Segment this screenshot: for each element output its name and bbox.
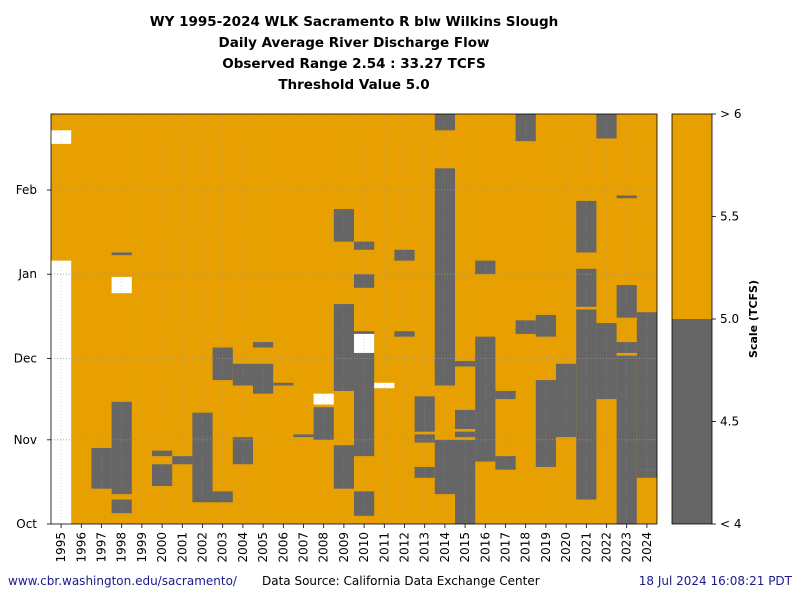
below-threshold-cell	[455, 439, 476, 524]
below-threshold-cell	[535, 314, 556, 337]
below-threshold-cell	[636, 469, 657, 478]
below-threshold-cell	[333, 304, 354, 391]
colorbar-tick-label: 5.5	[720, 210, 739, 224]
below-threshold-cell	[192, 437, 213, 503]
missing-data-cell	[51, 260, 72, 524]
below-threshold-cell	[576, 309, 597, 500]
missing-data-cell	[374, 382, 395, 389]
below-threshold-cell	[333, 445, 354, 448]
x-tick-label: 2022	[600, 532, 614, 563]
x-tick-label: 1996	[74, 532, 88, 563]
x-tick-label: 2004	[236, 532, 250, 563]
x-tick-label: 1999	[135, 532, 149, 563]
below-threshold-cell	[253, 342, 274, 348]
threshold-value: Threshold Value 5.0	[278, 77, 430, 93]
below-threshold-cell	[616, 342, 637, 353]
missing-data-cell	[354, 333, 375, 353]
x-tick-label: 2007	[297, 532, 311, 563]
chart-subtitle: Daily Average River Discharge Flow	[218, 35, 490, 51]
below-threshold-cell	[455, 409, 476, 429]
x-tick-label: 2008	[317, 532, 331, 563]
x-tick-label: 2011	[377, 532, 391, 563]
x-tick-label: 2018	[519, 532, 533, 563]
y-tick-label: Dec	[14, 351, 37, 365]
below-threshold-cell	[434, 114, 455, 131]
x-tick-label: 2012	[398, 532, 412, 563]
x-tick-label: 2017	[499, 532, 513, 563]
below-threshold-cell	[354, 241, 375, 250]
y-tick-label: Oct	[16, 517, 37, 531]
x-tick-label: 2002	[196, 532, 210, 563]
observed-range: Observed Range 2.54 : 33.27 TCFS	[222, 56, 486, 72]
below-threshold-cell	[636, 312, 657, 440]
y-tick-label: Jan	[18, 267, 38, 281]
x-tick-label: 2015	[458, 532, 472, 563]
colorbar-label: Scale (TCFS)	[747, 280, 760, 358]
below-threshold-cell	[434, 439, 455, 495]
x-tick-label: 2024	[640, 532, 654, 563]
data-source: Data Source: California Data Exchange Ce…	[262, 574, 540, 588]
x-tick-label: 2013	[418, 532, 432, 563]
below-threshold-cell	[616, 195, 637, 199]
x-tick-label: 2023	[620, 532, 634, 563]
x-tick-label: 1998	[115, 532, 129, 563]
below-threshold-cell	[515, 114, 536, 142]
below-threshold-cell	[495, 390, 516, 400]
below-threshold-cell	[616, 355, 637, 524]
below-threshold-cell	[172, 456, 193, 465]
below-threshold-cell	[152, 464, 173, 486]
x-tick-label: 2020	[559, 532, 573, 563]
x-tick-label: 2006	[276, 532, 290, 563]
below-threshold-cell	[192, 412, 213, 438]
x-tick-label: 2001	[175, 532, 189, 563]
below-threshold-cell	[556, 363, 577, 438]
missing-data-cell	[51, 130, 72, 144]
y-tick-label: Feb	[16, 183, 37, 197]
x-tick-label: 2010	[357, 532, 371, 563]
x-tick-label: 2009	[337, 532, 351, 563]
x-tick-label: 1997	[95, 532, 109, 563]
y-tick-label: Nov	[14, 433, 37, 447]
below-threshold-cell	[596, 323, 617, 400]
timestamp: 18 Jul 2024 16:08:21 PDT	[638, 574, 792, 588]
below-threshold-cell	[636, 439, 657, 470]
x-tick-label: 2003	[216, 532, 230, 563]
below-threshold-cell	[616, 285, 637, 318]
x-tick-label: 2016	[478, 532, 492, 563]
below-threshold-cell	[232, 363, 253, 386]
below-threshold-cell	[455, 431, 476, 438]
colorbar-below	[672, 319, 712, 524]
colorbar-tick-label: < 4	[720, 517, 742, 531]
x-tick-label: 2014	[438, 532, 452, 563]
below-threshold-cell	[111, 499, 132, 514]
below-threshold-cell	[576, 268, 597, 307]
colorbar-tick-label: > 6	[720, 107, 742, 121]
colorbar-tick-label: 4.5	[720, 415, 739, 429]
x-tick-label: 2019	[539, 532, 553, 563]
below-threshold-cell	[414, 466, 435, 478]
x-tick-label: 2000	[155, 532, 169, 563]
below-threshold-cell	[212, 491, 233, 503]
chart-title: WY 1995-2024 WLK Sacramento R blw Wilkin…	[149, 14, 559, 30]
x-tick-label: 2021	[579, 532, 593, 563]
below-threshold-cell	[354, 274, 375, 288]
colorbar-tick-label: 5.0	[720, 312, 739, 326]
below-threshold-cell	[111, 252, 132, 256]
below-threshold-cell	[354, 491, 375, 516]
x-tick-label: 2005	[256, 532, 270, 563]
source-url-link[interactable]: www.cbr.washington.edu/sacramento/	[8, 574, 237, 588]
plot-frame	[50, 113, 658, 525]
below-threshold-cell	[576, 200, 597, 253]
colorbar-above	[672, 114, 712, 319]
x-tick-label: 1995	[54, 532, 68, 563]
